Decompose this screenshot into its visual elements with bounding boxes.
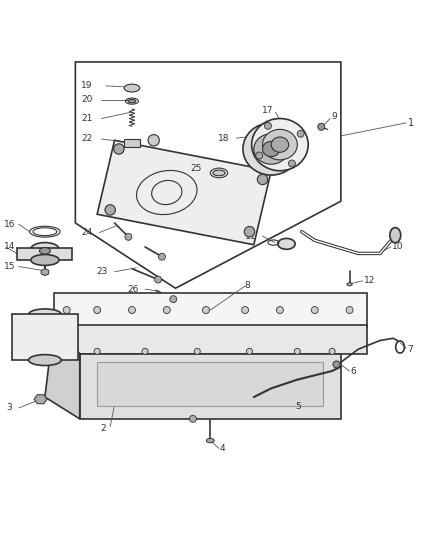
Circle shape <box>63 306 70 313</box>
Text: 11: 11 <box>244 231 256 240</box>
Text: 22: 22 <box>81 134 93 143</box>
Circle shape <box>297 130 304 137</box>
Text: 18: 18 <box>219 134 230 143</box>
Text: 6: 6 <box>350 367 356 376</box>
Polygon shape <box>97 362 323 406</box>
Polygon shape <box>80 353 341 419</box>
Circle shape <box>159 253 166 260</box>
Bar <box>124 139 140 147</box>
Text: 19: 19 <box>81 82 93 91</box>
Polygon shape <box>41 269 49 276</box>
Ellipse shape <box>262 130 297 160</box>
Ellipse shape <box>271 137 289 152</box>
Text: 15: 15 <box>4 262 15 271</box>
Text: 21: 21 <box>81 114 93 123</box>
Ellipse shape <box>254 134 289 164</box>
Circle shape <box>194 349 200 354</box>
Text: 10: 10 <box>392 243 403 252</box>
Text: 1: 1 <box>408 118 414 128</box>
Circle shape <box>189 415 196 422</box>
Text: 8: 8 <box>244 281 250 290</box>
Circle shape <box>333 361 340 368</box>
Ellipse shape <box>347 283 352 286</box>
Circle shape <box>256 152 263 159</box>
Circle shape <box>244 227 254 237</box>
Text: 2: 2 <box>100 424 106 433</box>
Circle shape <box>242 306 249 313</box>
Circle shape <box>329 349 335 354</box>
Polygon shape <box>53 325 367 353</box>
Ellipse shape <box>28 309 61 320</box>
Circle shape <box>148 135 159 146</box>
Circle shape <box>276 306 283 313</box>
Bar <box>12 314 78 360</box>
Text: 9: 9 <box>331 112 337 121</box>
Circle shape <box>257 174 268 184</box>
Polygon shape <box>53 293 367 327</box>
Text: 17: 17 <box>262 106 273 115</box>
Circle shape <box>94 349 100 354</box>
Ellipse shape <box>278 238 295 249</box>
Text: 3: 3 <box>7 403 12 413</box>
Ellipse shape <box>243 123 300 175</box>
Circle shape <box>128 306 135 313</box>
Circle shape <box>94 306 101 313</box>
Polygon shape <box>34 395 47 404</box>
Text: 24: 24 <box>81 228 93 237</box>
Circle shape <box>105 205 116 215</box>
Circle shape <box>288 160 295 167</box>
Text: 4: 4 <box>220 444 226 453</box>
Circle shape <box>265 122 272 130</box>
Text: 20: 20 <box>81 95 93 104</box>
Ellipse shape <box>252 118 308 171</box>
Ellipse shape <box>206 439 214 443</box>
Text: 13: 13 <box>53 317 65 326</box>
Text: 26: 26 <box>127 285 138 294</box>
Circle shape <box>202 306 209 313</box>
Circle shape <box>318 123 325 130</box>
Ellipse shape <box>128 99 136 103</box>
Circle shape <box>247 349 253 354</box>
Text: 14: 14 <box>4 243 15 252</box>
Bar <box>18 248 72 260</box>
Ellipse shape <box>213 170 225 176</box>
Ellipse shape <box>31 255 59 265</box>
Circle shape <box>155 276 162 283</box>
Circle shape <box>142 349 148 354</box>
Circle shape <box>346 306 353 313</box>
Ellipse shape <box>262 141 280 157</box>
Ellipse shape <box>39 247 50 254</box>
Ellipse shape <box>390 228 401 243</box>
Text: 5: 5 <box>295 402 301 411</box>
Text: 25: 25 <box>190 164 201 173</box>
Polygon shape <box>97 140 271 245</box>
Text: 23: 23 <box>97 267 108 276</box>
Text: 7: 7 <box>407 345 413 354</box>
Text: 12: 12 <box>364 277 375 285</box>
Text: 16: 16 <box>4 220 15 229</box>
Circle shape <box>311 306 318 313</box>
Polygon shape <box>45 325 80 419</box>
Circle shape <box>125 233 132 240</box>
Ellipse shape <box>124 84 140 92</box>
Circle shape <box>170 296 177 303</box>
Ellipse shape <box>28 354 61 366</box>
Circle shape <box>114 144 124 154</box>
Circle shape <box>294 349 300 354</box>
Ellipse shape <box>31 243 59 256</box>
Circle shape <box>163 306 170 313</box>
